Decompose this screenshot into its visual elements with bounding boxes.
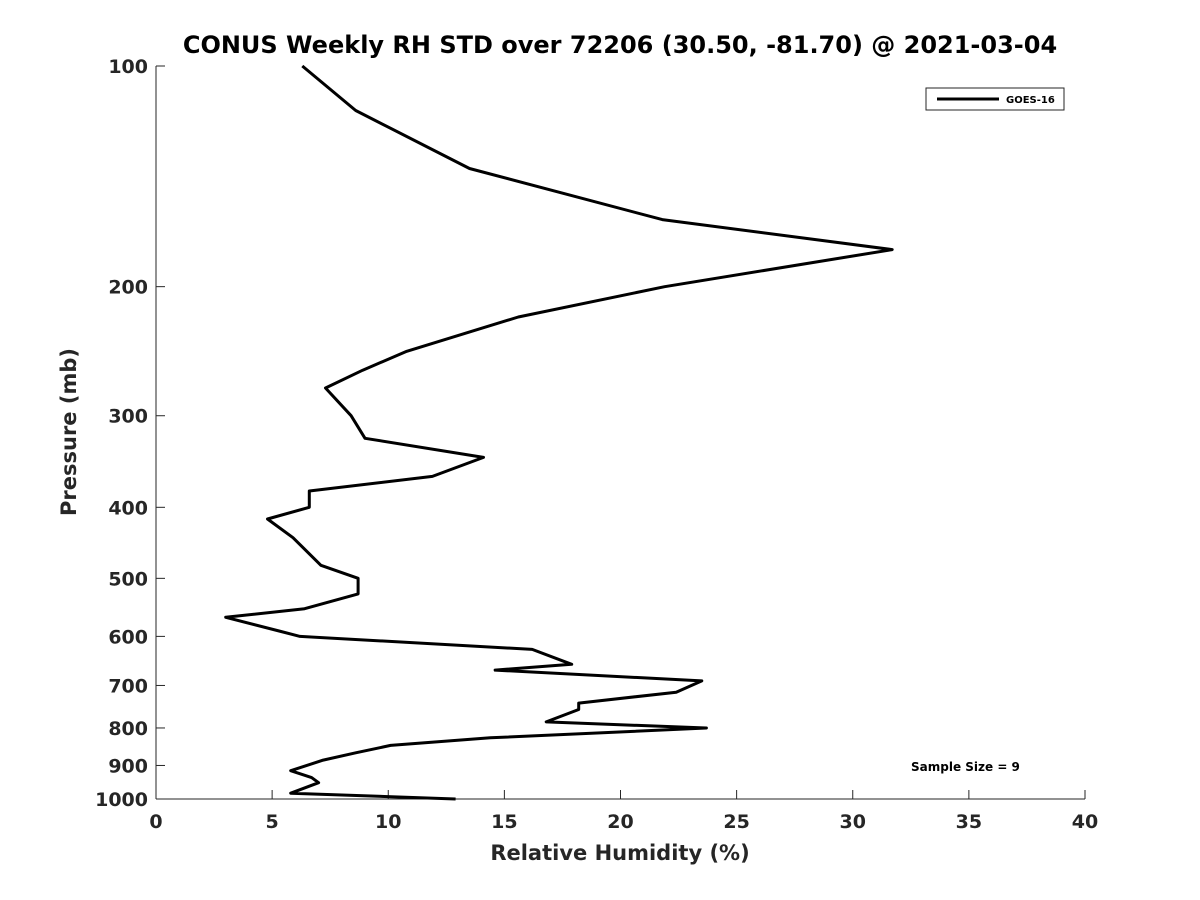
- x-ticks: 0 5 10 15 20 25 30 35 40: [149, 790, 1098, 833]
- x-tick-label: 20: [607, 811, 633, 833]
- x-axis-label: Relative Humidity (%): [490, 841, 749, 865]
- series-group: [224, 64, 894, 801]
- x-tick-label: 30: [840, 811, 866, 833]
- y-tick-label: 200: [108, 277, 148, 299]
- sample-size-annotation: Sample Size = 9: [911, 760, 1020, 774]
- y-tick-label: 1000: [95, 789, 148, 811]
- x-tick-label: 10: [375, 811, 401, 833]
- x-tick-label: 40: [1072, 811, 1098, 833]
- legend: GOES-16: [925, 87, 1065, 111]
- y-tick-label: 900: [108, 755, 148, 777]
- plot-area: [155, 66, 1085, 800]
- y-tick-label: 400: [108, 497, 148, 519]
- y-tick-label: 100: [108, 56, 148, 78]
- x-tick-label: 25: [723, 811, 749, 833]
- y-tick-label: 800: [108, 718, 148, 740]
- legend-label: GOES-16: [1006, 95, 1055, 106]
- y-tick-label: 600: [108, 626, 148, 648]
- y-tick-label: 700: [108, 675, 148, 697]
- x-tick-label: 5: [266, 811, 279, 833]
- series-line: [224, 64, 894, 801]
- x-tick-label: 15: [491, 811, 517, 833]
- y-axis-label: Pressure (mb): [57, 348, 81, 516]
- y-tick-label: 500: [108, 568, 148, 590]
- x-tick-label: 0: [149, 811, 162, 833]
- y-tick-label: 300: [108, 406, 148, 428]
- y-ticks: 100 200 300 400 500 600 700 800 900 1000: [95, 56, 165, 811]
- chart-title: CONUS Weekly RH STD over 72206 (30.50, -…: [183, 31, 1057, 59]
- x-tick-label: 35: [956, 811, 982, 833]
